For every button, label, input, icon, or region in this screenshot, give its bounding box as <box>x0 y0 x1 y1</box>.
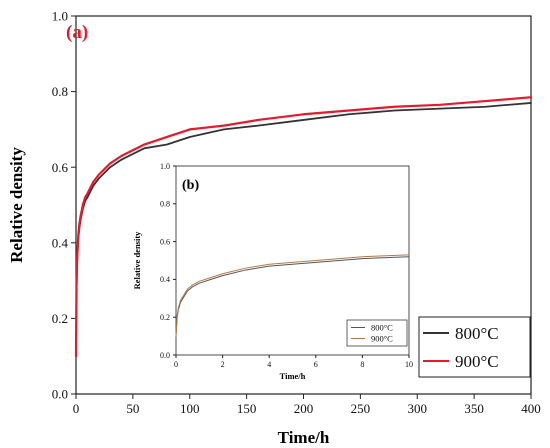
x-tick-label: 300 <box>408 401 428 416</box>
legend-box <box>418 316 531 378</box>
x-axis-title: Time/h <box>280 371 306 381</box>
y-axis-title: Relative density <box>132 231 142 290</box>
x-tick-label: 250 <box>351 401 371 416</box>
x-tick-label: 350 <box>464 401 484 416</box>
chart-inset: 0 2 4 6 8 10 0.0 0.2 0.4 0.6 0.8 1.0 Time/h Relative … <box>132 162 413 381</box>
panel-label: (b) <box>182 178 199 193</box>
legend: 800°C 900°C <box>418 316 531 378</box>
x-tick-label: 0 <box>73 401 80 416</box>
series-line-900c <box>74 96 533 358</box>
y-tick-label: 0.4 <box>52 235 69 250</box>
x-tick-label: 8 <box>360 360 364 369</box>
x-tick-label: 10 <box>405 360 413 369</box>
y-tick-label: 0.2 <box>160 313 170 322</box>
y-tick-label: 0.6 <box>160 237 170 246</box>
legend-label: 900°C <box>455 352 499 371</box>
legend-label: 800°C <box>455 324 499 343</box>
x-axis-title: Time/h <box>278 428 330 447</box>
x-tick-label: 100 <box>180 401 200 416</box>
y-tick-label: 0.4 <box>160 275 170 284</box>
x-tick-label: 400 <box>521 401 541 416</box>
y-tick-label: 1.0 <box>160 162 170 171</box>
x-tick-label: 200 <box>294 401 314 416</box>
y-tick-label: 0.0 <box>52 387 68 402</box>
x-tick-label: 150 <box>237 401 257 416</box>
legend-label: 900°C <box>371 333 393 343</box>
x-tick-label: 4 <box>267 360 271 369</box>
y-tick-label: 0.8 <box>52 84 68 99</box>
y-tick-label: 0.6 <box>52 160 69 175</box>
y-tick-label: 0.0 <box>160 351 170 360</box>
x-tick-label: 2 <box>221 360 225 369</box>
panel-label: (a) <box>66 22 88 43</box>
series-line-800c <box>175 256 410 337</box>
y-tick-label: 1.0 <box>52 9 68 24</box>
y-axis-title: Relative density <box>7 147 26 263</box>
y-tick-label: 0.8 <box>160 200 170 209</box>
x-tick-label: 0 <box>174 360 178 369</box>
legend-label: 800°C <box>371 322 393 332</box>
series-line-900c <box>175 254 410 337</box>
legend-box <box>346 319 408 347</box>
y-tick-label: 0.2 <box>52 311 68 326</box>
x-tick-label: 50 <box>126 401 139 416</box>
x-tick-label: 6 <box>314 360 318 369</box>
